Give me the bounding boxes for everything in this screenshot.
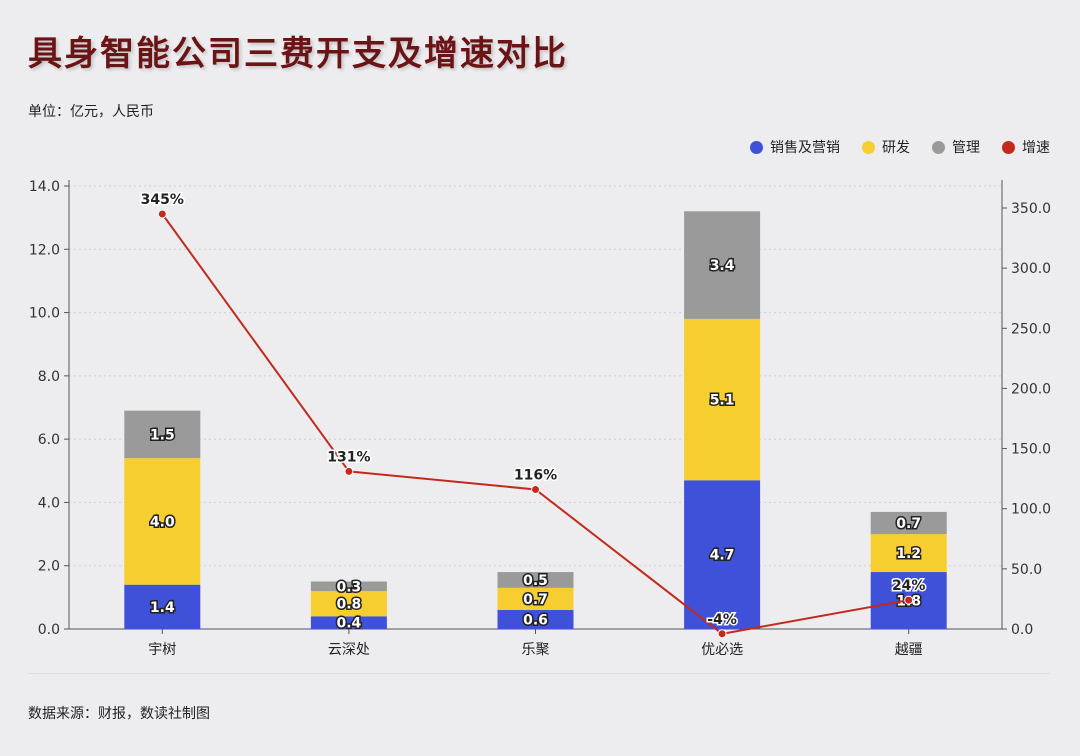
chart-title: 具身智能公司三费开支及增速对比 — [28, 34, 568, 74]
bar-rd — [497, 587, 574, 611]
y-left-tick-label: 0.0 — [38, 622, 60, 638]
legend-swatch-rd — [862, 140, 875, 154]
y-left-tick-label: 6.0 — [38, 432, 60, 448]
x-tick-label: 优必选 — [701, 642, 743, 658]
bar-admin — [870, 511, 947, 535]
y-right-tick-label: 0.0 — [1011, 622, 1033, 638]
bar-sales — [684, 480, 761, 629]
x-tick-label: 宇树 — [148, 642, 176, 658]
bar-value-label: 4.7 — [710, 548, 735, 564]
bar-rd — [310, 591, 387, 617]
legend-swatch-sales — [750, 140, 763, 154]
y-right-tick-label: 200.0 — [1011, 381, 1051, 397]
bar-value-label: 0.8 — [336, 597, 361, 613]
legend-label-sales: 销售及营销 — [770, 140, 840, 156]
bar-admin — [310, 581, 387, 592]
bar-admin — [497, 572, 574, 588]
bar-value-label: 0.5 — [523, 573, 548, 589]
growth-point-label: 131% — [327, 449, 370, 465]
bar-rd — [684, 318, 761, 481]
growth-point-label: -4% — [707, 612, 737, 628]
bar-rd — [124, 458, 201, 585]
y-left-tick-label: 12.0 — [29, 242, 60, 258]
bar-value-label: 3.4 — [710, 258, 735, 274]
x-tick-label: 越疆 — [895, 642, 923, 658]
y-right-tick-label: 350.0 — [1011, 201, 1051, 217]
y-left-tick-label: 14.0 — [29, 179, 60, 195]
legend-item-rd: 研发 — [862, 137, 910, 157]
legend-label-rd: 研发 — [882, 140, 910, 156]
growth-point — [904, 595, 914, 605]
legend-item-admin: 管理 — [932, 137, 980, 157]
bar-value-label: 0.3 — [336, 579, 361, 595]
bar-value-label: 0.4 — [336, 616, 361, 632]
y-right-tick-label: 300.0 — [1011, 261, 1051, 277]
y-right-tick-label: 150.0 — [1011, 442, 1051, 458]
bar-value-label: 0.7 — [896, 516, 921, 532]
bar-sales — [124, 584, 201, 629]
bar-value-label: 1.5 — [150, 427, 175, 443]
legend-label-admin: 管理 — [952, 140, 980, 156]
growth-point — [717, 629, 727, 639]
growth-point-label: 345% — [141, 192, 184, 208]
growth-point — [531, 484, 540, 494]
bar-value-label: 0.7 — [523, 592, 548, 608]
growth-line — [161, 213, 909, 635]
bar-value-label: 0.6 — [523, 613, 548, 629]
source-note: 数据来源：财报，数读社制图 — [28, 706, 210, 722]
y-right-tick-label: 50.0 — [1011, 562, 1042, 578]
y-left-tick-label: 8.0 — [38, 369, 60, 385]
growth-point — [157, 209, 167, 219]
y-left-tick-label: 10.0 — [29, 306, 60, 322]
legend-swatch-growth — [1002, 140, 1015, 154]
legend: 销售及营销 研发 管理 增速 — [750, 137, 1050, 157]
bar-sales — [497, 610, 574, 629]
bar-admin — [124, 410, 201, 459]
footer-divider — [28, 673, 1050, 674]
y-right-tick-label: 250.0 — [1011, 321, 1051, 337]
bar-rd — [870, 534, 947, 573]
legend-item-growth: 增速 — [1002, 137, 1050, 157]
legend-label-growth: 增速 — [1022, 140, 1050, 156]
growth-point-label: 116% — [514, 467, 557, 483]
y-left-tick-label: 2.0 — [38, 559, 60, 575]
legend-item-sales: 销售及营销 — [750, 137, 840, 157]
bar-sales — [310, 616, 387, 629]
growth-point — [344, 466, 354, 476]
y-right-tick-label: 100.0 — [1011, 502, 1051, 518]
bar-value-label: 4.0 — [150, 514, 175, 530]
growth-point-label: 24% — [892, 578, 926, 594]
x-tick-label: 云深处 — [328, 642, 370, 658]
legend-swatch-admin — [932, 140, 945, 154]
unit-label: 单位：亿元，人民币 — [28, 104, 154, 120]
bar-admin — [684, 211, 761, 319]
y-left-tick-label: 4.0 — [38, 495, 60, 511]
x-tick-label: 乐聚 — [522, 642, 550, 658]
bar-value-label: 1.2 — [896, 546, 921, 562]
bar-value-label: 5.1 — [710, 393, 735, 409]
bar-value-label: 1.4 — [150, 600, 175, 616]
